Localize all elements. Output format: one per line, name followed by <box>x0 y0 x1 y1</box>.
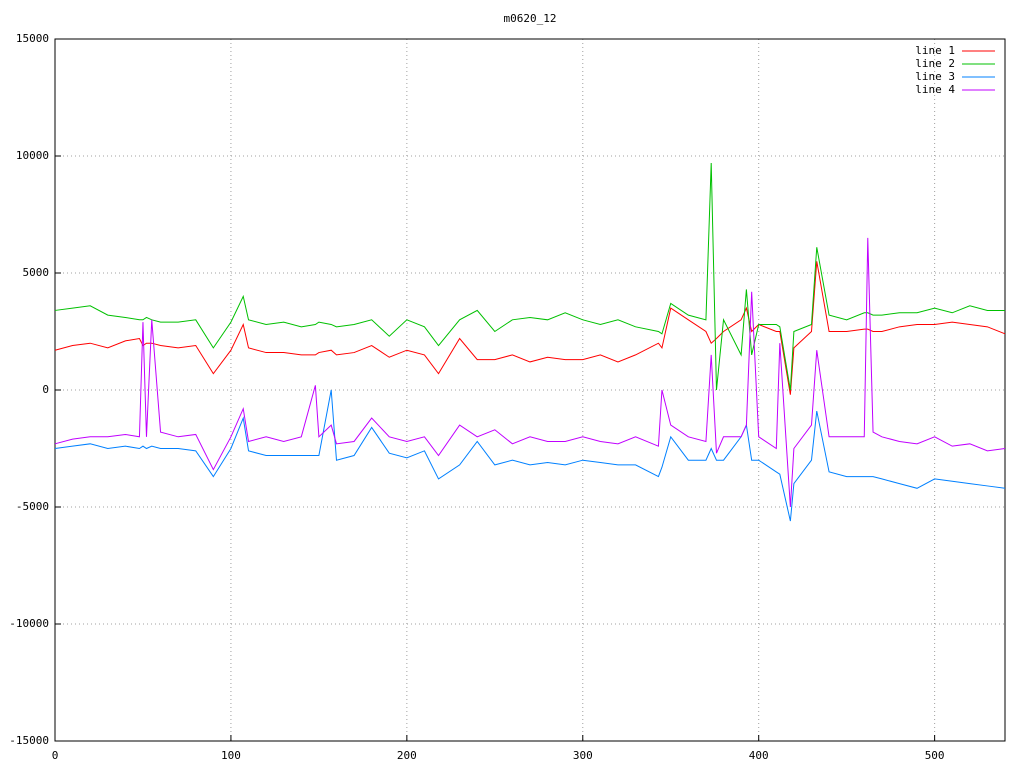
x-tick-label: 0 <box>52 749 59 762</box>
x-tick-label: 100 <box>221 749 241 762</box>
y-tick-label: 10000 <box>16 149 49 162</box>
x-tick-label: 200 <box>397 749 417 762</box>
legend-label: line 3 <box>915 70 955 83</box>
x-tick-label: 500 <box>925 749 945 762</box>
x-tick-label: 300 <box>573 749 593 762</box>
data-line <box>54 237 1006 508</box>
data-line <box>54 389 1006 522</box>
y-tick-label: 0 <box>42 383 49 396</box>
legend-label: line 1 <box>915 44 955 57</box>
legend-label: line 2 <box>915 57 955 70</box>
y-tick-label: 15000 <box>16 32 49 45</box>
y-tick-label: -10000 <box>9 617 49 630</box>
y-tick-label: -5000 <box>16 500 49 513</box>
data-line <box>54 163 1005 391</box>
x-tick-label: 400 <box>749 749 769 762</box>
y-tick-label: -15000 <box>9 734 49 747</box>
legend-label: line 4 <box>915 83 955 96</box>
chart-title: m0620_12 <box>504 12 557 25</box>
y-tick-label: 5000 <box>23 266 50 279</box>
plot-frame <box>54 38 1006 742</box>
data-line <box>54 261 1006 395</box>
